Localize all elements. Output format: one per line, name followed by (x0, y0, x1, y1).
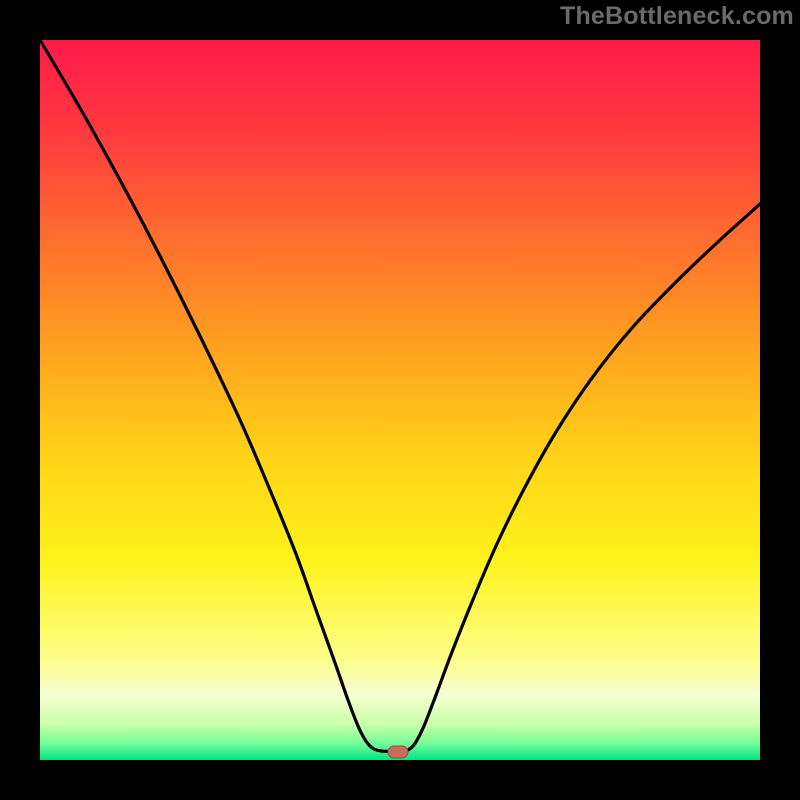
optimal-marker (388, 746, 408, 758)
frame-right (760, 0, 800, 800)
frame-top (0, 0, 800, 40)
frame-left (0, 0, 40, 800)
frame-bottom (0, 760, 800, 800)
chart-stage: TheBottleneck.com (0, 0, 800, 800)
plot-background (40, 40, 760, 760)
bottleneck-chart (0, 0, 800, 800)
